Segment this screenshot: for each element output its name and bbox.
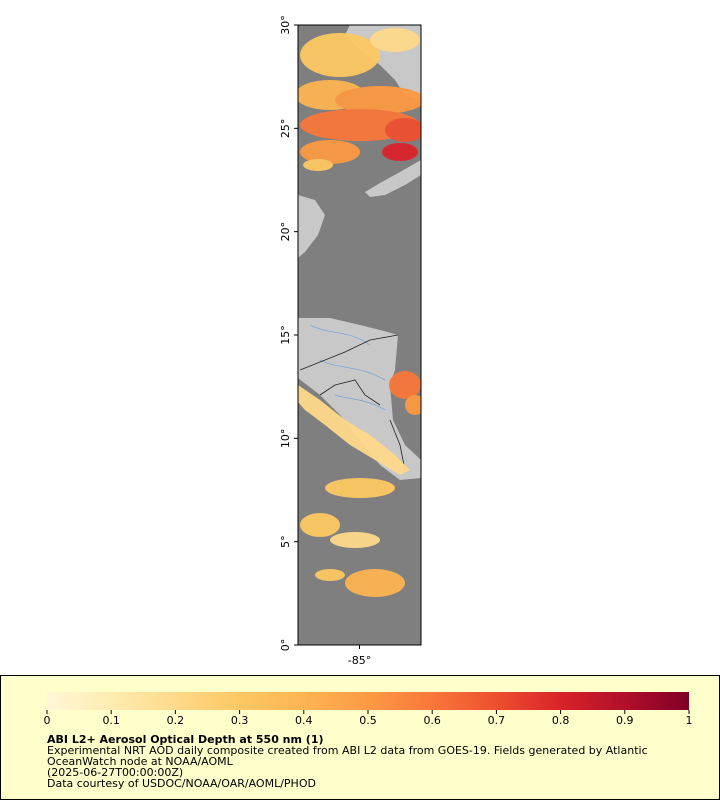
note: (2025-06-27T00:00:00Z)	[47, 766, 183, 779]
rivers	[309, 324, 386, 411]
colorbar-tick-label: 0.2	[167, 714, 185, 727]
lat-tick-label: 30°	[279, 15, 292, 35]
borders	[299, 334, 406, 471]
colorbar-tick-label: 0	[44, 714, 51, 727]
colorbar-tick-label: 0.5	[359, 714, 377, 727]
lon-tick-label: -85°	[348, 654, 371, 667]
lat-tick-label: 20°	[279, 222, 292, 242]
lat-tick-label: 25°	[279, 119, 292, 139]
colorbar-tick-label: 0.7	[488, 714, 506, 727]
axes: 0° 5° 10° 15° 20° 25° 30° -85°	[279, 15, 371, 667]
colorbar-title: ABI L2+ Aerosol Optical Depth at 550 nm …	[47, 733, 324, 746]
colorbar-tick-label: 0.9	[616, 714, 634, 727]
note: OceanWatch node at NOAA/AOML	[47, 755, 234, 768]
lat-tick-label: 15°	[279, 325, 292, 345]
note: Data courtesy of USDOC/NOAA/OAR/AOML/PHO…	[47, 777, 316, 790]
colorbar-tick-label: 0.8	[552, 714, 570, 727]
lat-tick-label: 0°	[279, 639, 292, 652]
colorbar-tick-label: 0.1	[102, 714, 120, 727]
colorbar-tick-label: 1	[686, 714, 693, 727]
map	[298, 25, 421, 645]
colorbar-tick-label: 0.3	[231, 714, 249, 727]
colorbar-tick-label: 0.6	[423, 714, 441, 727]
colorbar	[47, 692, 689, 710]
colorbar-tick-label: 0.4	[295, 714, 313, 727]
lat-tick-label: 5°	[279, 535, 292, 548]
aerosol-field	[298, 28, 421, 597]
note: Experimental NRT AOD daily composite cre…	[47, 744, 648, 757]
lat-tick-label: 10°	[279, 429, 292, 449]
